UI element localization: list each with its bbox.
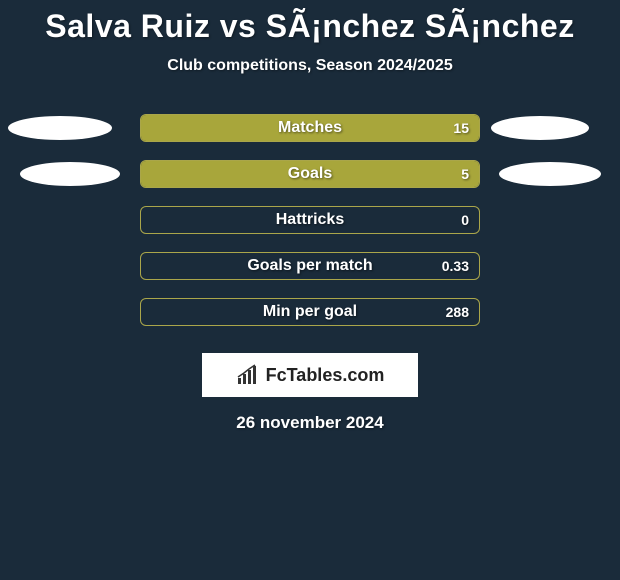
brand-inner: FcTables.com: [236, 364, 385, 386]
stat-value: 5: [461, 161, 469, 187]
brand-chart-icon: [236, 364, 262, 386]
stat-label: Min per goal: [141, 299, 479, 325]
stat-row: Min per goal288: [0, 289, 620, 335]
stat-label: Goals per match: [141, 253, 479, 279]
brand-text: FcTables.com: [266, 365, 385, 386]
stat-label: Hattricks: [141, 207, 479, 233]
brand-box[interactable]: FcTables.com: [202, 353, 418, 397]
stat-bar: Hattricks0: [140, 206, 480, 234]
stat-row: Goals5: [0, 151, 620, 197]
stat-row: Hattricks0: [0, 197, 620, 243]
stat-value: 15: [453, 115, 469, 141]
stat-value: 0.33: [442, 253, 469, 279]
stat-bar: Goals per match0.33: [140, 252, 480, 280]
player-left-ellipse: [20, 162, 120, 186]
page-title: Salva Ruiz vs SÃ¡nchez SÃ¡nchez: [0, 0, 620, 45]
player-left-ellipse: [8, 116, 112, 140]
date-text: 26 november 2024: [0, 413, 620, 433]
subtitle: Club competitions, Season 2024/2025: [0, 57, 620, 75]
stat-label: Matches: [141, 115, 479, 141]
stat-row: Matches15: [0, 105, 620, 151]
comparison-card: Salva Ruiz vs SÃ¡nchez SÃ¡nchez Club com…: [0, 0, 620, 580]
stat-value: 0: [461, 207, 469, 233]
stat-value: 288: [446, 299, 469, 325]
stat-bar: Min per goal288: [140, 298, 480, 326]
stat-bar: Goals5: [140, 160, 480, 188]
player-right-ellipse: [491, 116, 589, 140]
player-right-ellipse: [499, 162, 601, 186]
stats-area: Matches15 Goals5 Hattricks0 Goals per match…: [0, 105, 620, 335]
stat-bar: Matches15: [140, 114, 480, 142]
stat-row: Goals per match0.33: [0, 243, 620, 289]
stat-label: Goals: [141, 161, 479, 187]
